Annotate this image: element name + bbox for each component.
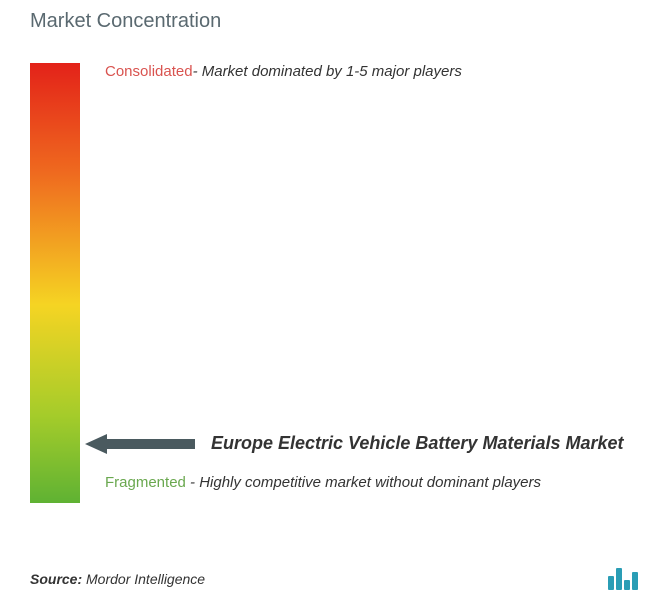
consolidated-tag: Consolidated bbox=[105, 63, 193, 80]
concentration-gradient-bar bbox=[30, 63, 80, 503]
chart-title: Market Concentration bbox=[30, 10, 638, 33]
source: Source: Mordor Intelligence bbox=[30, 571, 205, 587]
footer: Source: Mordor Intelligence bbox=[30, 568, 638, 590]
fragmented-tag: Fragmented bbox=[105, 474, 186, 491]
source-value: Mordor Intelligence bbox=[86, 571, 205, 587]
consolidated-label: Consolidated- Market dominated by 1-5 ma… bbox=[105, 63, 462, 80]
chart-area: Consolidated- Market dominated by 1-5 ma… bbox=[30, 63, 638, 513]
market-marker: Europe Electric Vehicle Battery Material… bbox=[85, 433, 624, 454]
arrow-left-icon bbox=[85, 434, 195, 454]
logo-icon bbox=[608, 568, 638, 590]
source-label: Source: bbox=[30, 571, 86, 587]
fragmented-desc: - Highly competitive market without domi… bbox=[186, 474, 541, 491]
consolidated-desc: - Market dominated by 1-5 major players bbox=[193, 63, 462, 80]
market-name: Europe Electric Vehicle Battery Material… bbox=[211, 433, 624, 454]
fragmented-label: Fragmented - Highly competitive market w… bbox=[105, 471, 541, 495]
